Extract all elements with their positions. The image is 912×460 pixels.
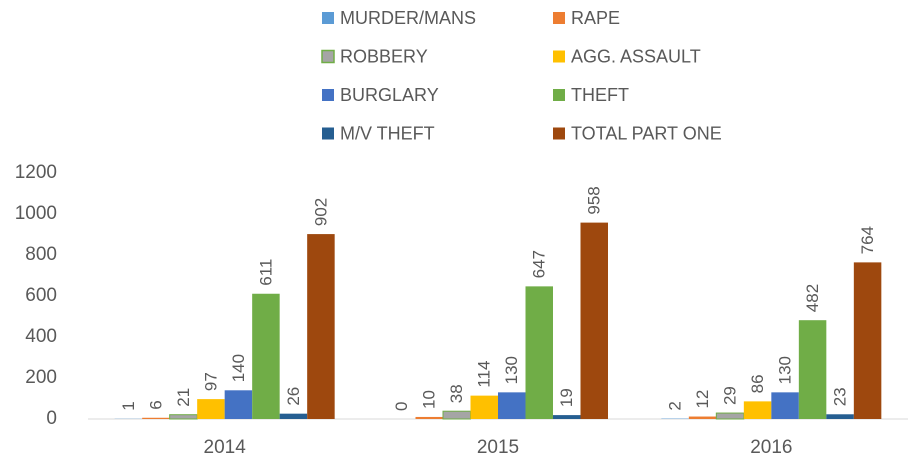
bar <box>853 262 882 419</box>
bar <box>307 234 335 419</box>
bar <box>197 399 225 419</box>
bar <box>771 392 799 419</box>
legend-label: BURGLARY <box>340 85 439 105</box>
legend-swatch <box>553 89 565 101</box>
legend-swatch <box>553 12 565 24</box>
y-tick-label: 400 <box>25 326 57 347</box>
data-label: 130 <box>776 356 795 384</box>
legend-label: MURDER/MANS <box>340 8 476 28</box>
bar <box>442 410 471 420</box>
legend-swatch <box>553 50 565 63</box>
data-label: 140 <box>229 354 248 382</box>
bar <box>798 320 827 419</box>
data-label: 764 <box>858 226 877 254</box>
data-label: 10 <box>420 390 439 409</box>
bar <box>525 286 553 419</box>
legend-label: M/V THEFT <box>340 123 435 143</box>
bar <box>279 413 308 419</box>
bar <box>553 415 581 419</box>
y-tick-label: 600 <box>25 285 57 306</box>
data-label: 21 <box>174 388 193 407</box>
data-label: 12 <box>693 390 712 409</box>
y-tick-label: 200 <box>25 367 57 388</box>
data-label: 114 <box>475 361 494 388</box>
data-label: 1 <box>119 401 138 410</box>
bar <box>169 414 198 420</box>
bar <box>498 392 526 419</box>
data-label: 38 <box>447 384 466 403</box>
data-label: 19 <box>557 388 576 407</box>
legend-label: ROBBERY <box>340 46 428 66</box>
data-label: 0 <box>392 402 411 411</box>
bar <box>224 390 253 419</box>
bar <box>470 395 498 419</box>
legend-label: TOTAL PART ONE <box>571 123 722 143</box>
y-tick-label: 1200 <box>15 162 57 183</box>
data-label: 647 <box>530 250 549 278</box>
legend-swatch <box>322 127 334 140</box>
x-tick-label: 2015 <box>477 437 519 458</box>
legend-label: AGG. ASSAULT <box>571 46 701 66</box>
data-label: 482 <box>803 284 822 312</box>
data-label: 902 <box>311 198 330 226</box>
data-label: 29 <box>721 386 740 405</box>
data-label: 611 <box>256 259 275 286</box>
bar <box>252 293 280 419</box>
legend-label: RAPE <box>571 8 620 28</box>
bar <box>580 222 608 419</box>
bar <box>826 414 854 419</box>
data-label: 130 <box>502 356 521 384</box>
data-label: 86 <box>748 374 767 393</box>
data-label: 23 <box>831 387 850 406</box>
y-tick-label: 800 <box>25 244 57 265</box>
legend-swatch <box>322 12 334 24</box>
data-label: 6 <box>146 400 165 409</box>
bar <box>415 416 443 419</box>
data-label: 97 <box>201 372 220 391</box>
y-tick-label: 0 <box>46 408 57 429</box>
legend-swatch <box>322 89 334 101</box>
bar <box>688 416 717 419</box>
data-label: 958 <box>585 186 604 214</box>
bar <box>743 401 772 419</box>
legend-swatch <box>321 49 335 64</box>
x-tick-label: 2014 <box>204 437 247 458</box>
x-tick-label: 2016 <box>750 437 792 458</box>
bar <box>715 412 745 420</box>
y-tick-label: 1000 <box>15 203 57 224</box>
legend-swatch <box>553 127 565 140</box>
data-label: 26 <box>284 387 303 406</box>
bar <box>142 417 170 419</box>
data-label: 2 <box>666 401 685 410</box>
legend-label: THEFT <box>571 85 629 105</box>
